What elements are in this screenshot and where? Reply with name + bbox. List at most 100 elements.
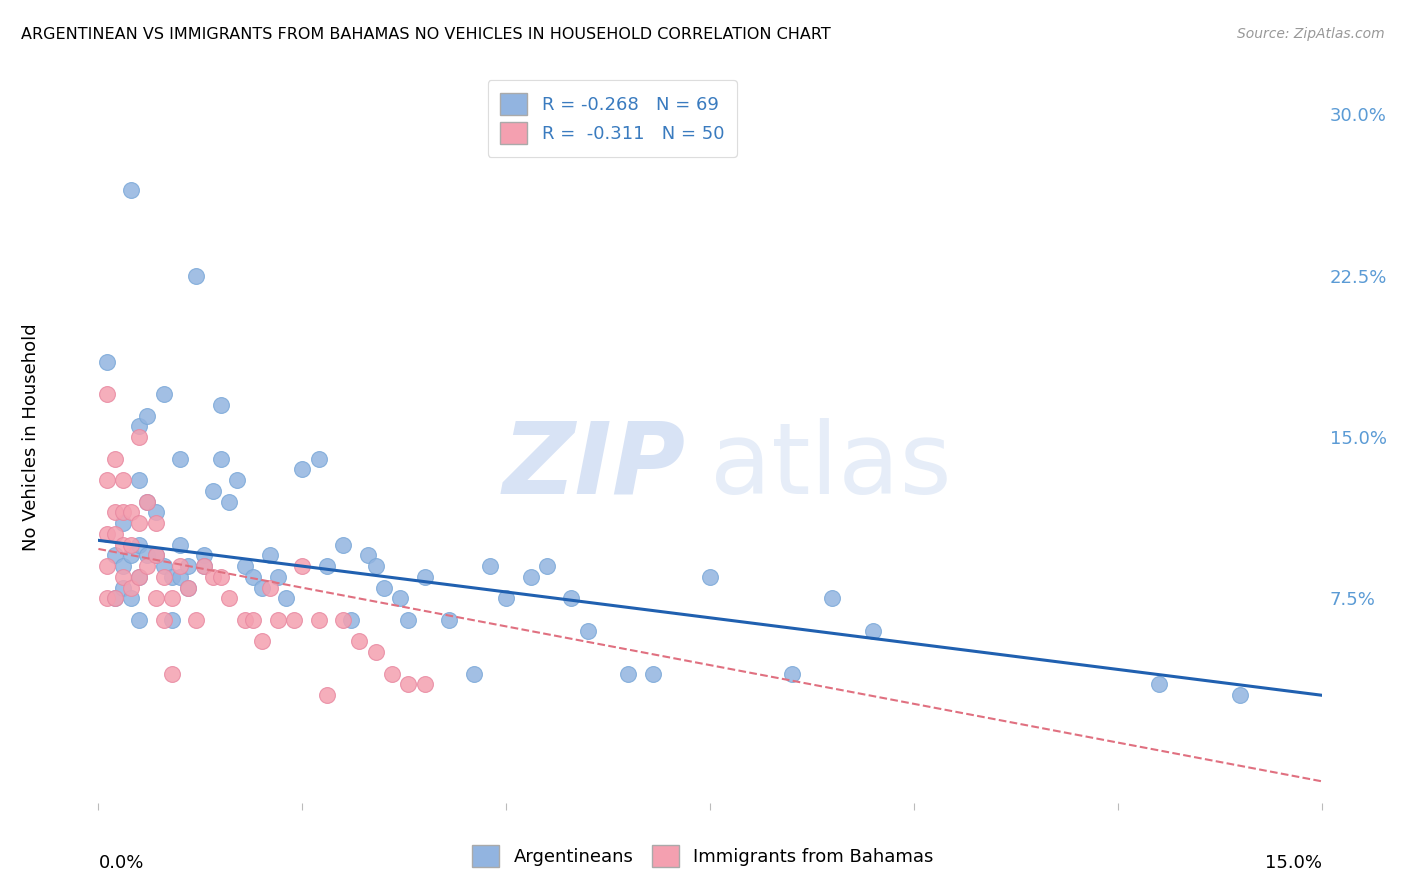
Point (111, 570, 134, 584)
Point (519, 570, 541, 584)
Point (862, 624, 884, 638)
Point (104, 451, 127, 466)
Point (120, 505, 142, 519)
Point (136, 549, 159, 563)
Point (1229, 688, 1251, 702)
Point (186, 268, 208, 283)
Point (177, 559, 200, 574)
Point (201, 570, 224, 584)
Point (437, 613, 460, 627)
Point (242, 570, 264, 584)
Text: ZIP: ZIP (502, 417, 686, 515)
Point (136, 494, 159, 508)
Point (291, 462, 314, 476)
Point (160, 613, 183, 627)
Point (104, 505, 127, 519)
Point (821, 591, 844, 606)
Point (128, 430, 150, 444)
Point (259, 581, 281, 595)
Point (104, 591, 127, 606)
Point (364, 645, 387, 659)
Point (145, 549, 167, 563)
Point (169, 570, 191, 584)
Legend: R = -0.268   N = 69, R =  -0.311   N = 50: R = -0.268 N = 69, R = -0.311 N = 50 (488, 80, 737, 157)
Point (780, 666, 803, 681)
Point (226, 473, 249, 487)
Text: Source: ZipAtlas.com: Source: ZipAtlas.com (1237, 27, 1385, 41)
Point (128, 516, 150, 530)
Point (120, 538, 142, 552)
Point (104, 527, 127, 541)
Point (233, 613, 256, 627)
Legend: Argentineans, Immigrants from Bahamas: Argentineans, Immigrants from Bahamas (465, 838, 941, 874)
Point (560, 591, 582, 606)
Point (381, 666, 404, 681)
Point (128, 570, 150, 584)
Point (145, 505, 167, 519)
Point (340, 613, 363, 627)
Point (209, 451, 232, 466)
Point (193, 559, 215, 574)
Point (96, 591, 118, 606)
Point (177, 581, 200, 595)
Point (120, 591, 142, 606)
Point (160, 666, 183, 681)
Point (160, 570, 183, 584)
Text: 15.0%: 15.0% (1264, 854, 1322, 872)
Point (120, 183, 142, 197)
Point (145, 591, 167, 606)
Point (145, 516, 167, 530)
Point (128, 538, 150, 552)
Point (96, 559, 118, 574)
Point (136, 559, 159, 574)
Point (152, 559, 174, 574)
Point (576, 624, 599, 638)
Point (495, 591, 517, 606)
Point (463, 666, 485, 681)
Point (152, 387, 174, 401)
Point (128, 613, 150, 627)
Point (209, 398, 232, 412)
Point (104, 591, 127, 606)
Point (242, 613, 264, 627)
Point (413, 570, 436, 584)
Point (373, 581, 395, 595)
Text: ARGENTINEAN VS IMMIGRANTS FROM BAHAMAS NO VEHICLES IN HOUSEHOLD CORRELATION CHAR: ARGENTINEAN VS IMMIGRANTS FROM BAHAMAS N… (21, 27, 831, 42)
Point (96, 473, 118, 487)
Point (111, 538, 134, 552)
Point (111, 516, 134, 530)
Point (250, 634, 273, 648)
Point (193, 549, 215, 563)
Point (1147, 677, 1170, 691)
Point (315, 688, 337, 702)
Point (128, 473, 150, 487)
Point (96, 527, 118, 541)
Point (641, 666, 664, 681)
Point (169, 538, 191, 552)
Point (250, 581, 273, 595)
Point (111, 473, 134, 487)
Point (332, 613, 354, 627)
Point (209, 570, 232, 584)
Point (259, 549, 281, 563)
Point (120, 549, 142, 563)
Text: No Vehicles in Household: No Vehicles in Household (22, 323, 41, 551)
Point (267, 613, 290, 627)
Text: atlas: atlas (710, 417, 952, 515)
Point (349, 634, 371, 648)
Point (136, 494, 159, 508)
Point (356, 549, 378, 563)
Point (104, 549, 127, 563)
Point (478, 559, 501, 574)
Point (617, 666, 640, 681)
Point (96, 355, 118, 369)
Point (699, 570, 721, 584)
Point (193, 559, 215, 574)
Point (413, 677, 436, 691)
Point (396, 613, 419, 627)
Point (233, 559, 256, 574)
Point (218, 494, 240, 508)
Text: 0.0%: 0.0% (98, 854, 143, 872)
Point (332, 538, 354, 552)
Point (96, 387, 118, 401)
